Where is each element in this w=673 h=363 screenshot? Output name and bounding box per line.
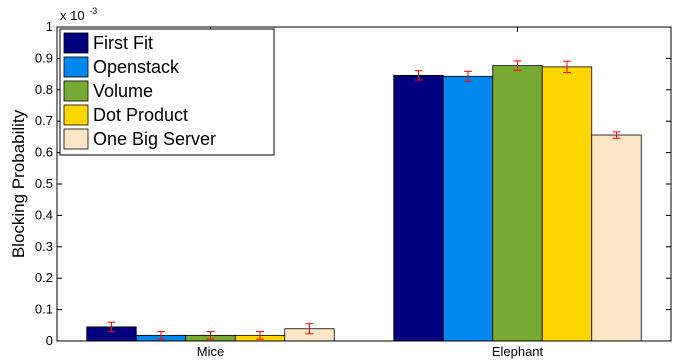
error-bar bbox=[464, 70, 472, 82]
y-axis-multiplier: x 10 -3 bbox=[60, 6, 97, 23]
error-bar bbox=[612, 131, 621, 139]
legend-label: Dot Product bbox=[93, 105, 188, 125]
y-axis-multiplier-exponent: -3 bbox=[89, 6, 97, 16]
error-bar bbox=[305, 323, 314, 335]
legend: First Fit Openstack Volume Dot Product One B… bbox=[59, 28, 275, 156]
y-axis-multiplier-base: x 10 bbox=[60, 8, 85, 23]
bar-dot-product-elephant bbox=[541, 66, 593, 342]
error-bar bbox=[157, 331, 165, 340]
bar-first-fit-elephant bbox=[393, 74, 444, 342]
legend-label: Openstack bbox=[93, 57, 180, 77]
y-tick-label: 0.9 bbox=[35, 50, 53, 65]
bar-one-big-server-elephant bbox=[591, 134, 642, 342]
y-tick-label: 0.1 bbox=[35, 302, 53, 317]
legend-label: First Fit bbox=[93, 33, 153, 53]
error-bar bbox=[513, 60, 522, 71]
legend-swatch bbox=[63, 32, 89, 54]
legend-box bbox=[59, 28, 275, 156]
legend-swatch bbox=[63, 80, 89, 102]
legend-swatch bbox=[63, 128, 89, 150]
bar-groups bbox=[86, 65, 642, 342]
legend-label: One Big Server bbox=[93, 129, 216, 149]
y-tick-label: 0.8 bbox=[35, 82, 53, 97]
y-tick-label: 0.7 bbox=[35, 113, 53, 128]
y-tick-label: 0.4 bbox=[35, 207, 53, 222]
error-bar bbox=[563, 60, 571, 74]
y-tick-label: 0.6 bbox=[35, 145, 53, 160]
y-axis-ticks: 0 0.1 0.2 0.3 0.4 0.5 0.6 0.7 0.8 0.9 1 bbox=[35, 19, 671, 348]
error-bar bbox=[414, 70, 423, 81]
y-tick-label: 0.5 bbox=[35, 176, 53, 191]
error-bar bbox=[107, 321, 116, 333]
error-bar bbox=[206, 331, 215, 340]
bar-openstack-elephant bbox=[442, 75, 494, 342]
legend-swatch bbox=[63, 56, 89, 78]
x-tick-label: Mice bbox=[197, 344, 224, 359]
error-bars bbox=[107, 60, 621, 340]
legend-label: Volume bbox=[93, 81, 153, 101]
y-axis-label: Blocking Probability bbox=[9, 109, 28, 258]
legend-swatch bbox=[63, 104, 89, 126]
y-tick-label: 0.3 bbox=[35, 239, 53, 254]
y-tick-label: 0 bbox=[46, 333, 53, 348]
plot-area-frame bbox=[56, 26, 672, 342]
error-bar bbox=[256, 331, 264, 340]
y-tick-label: 1 bbox=[46, 19, 53, 34]
bar-volume-elephant bbox=[492, 65, 543, 342]
y-tick-label: 0.2 bbox=[35, 270, 53, 285]
x-tick-label: Elephant bbox=[492, 344, 544, 359]
